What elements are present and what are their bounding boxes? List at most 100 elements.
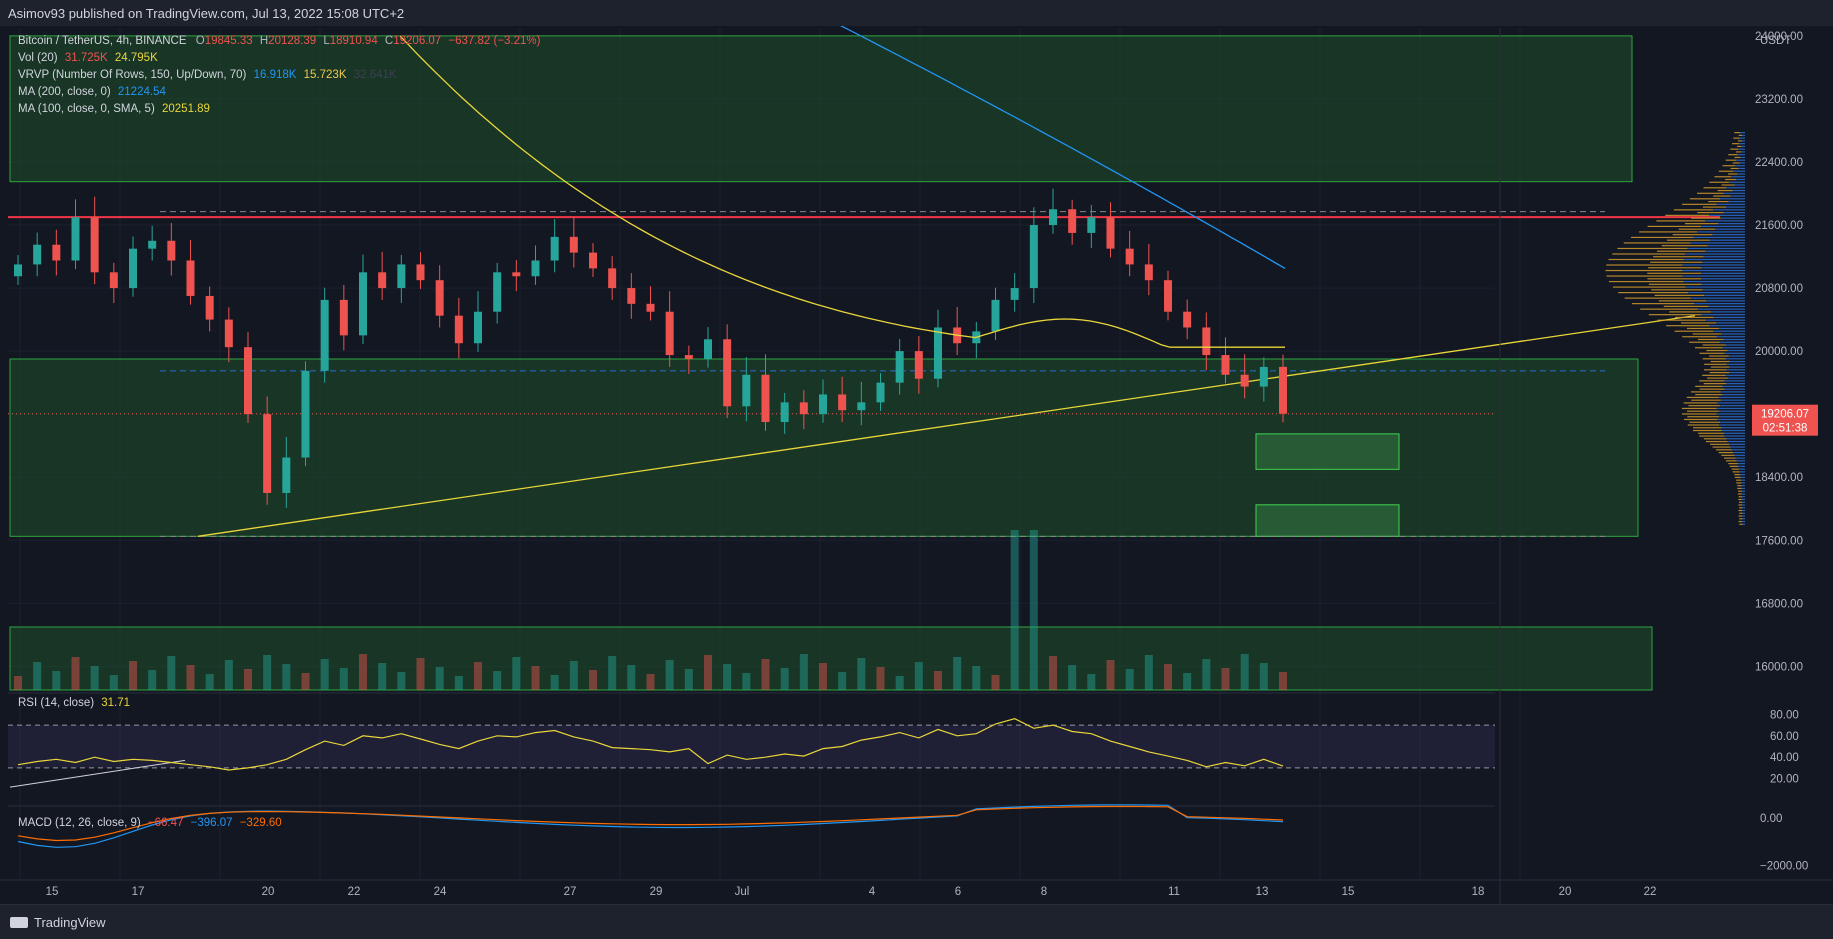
vp-up-bar [1734, 165, 1745, 167]
vp-up-bar [1731, 176, 1745, 178]
macd-label: MACD (12, 26, close, 9) [18, 817, 141, 829]
vp-up-bar [1720, 198, 1745, 200]
volume-bar [454, 676, 463, 690]
vp-down-bar [1734, 476, 1741, 479]
vrvp-down-value: 15.723K [303, 69, 347, 81]
vp-up-bar [1716, 407, 1745, 410]
volume-bar [435, 667, 444, 690]
candle-body [1202, 327, 1211, 356]
volume-bars [14, 530, 1287, 690]
ma200-legend[interactable]: MA (200, close, 0) 21224.54 [18, 86, 166, 98]
candle-body [167, 240, 176, 261]
vp-up-bar [1727, 349, 1745, 352]
vp-down-bar [1703, 438, 1727, 440]
volume-bar [224, 660, 233, 690]
vrvp-total-value: 32.641K [353, 69, 397, 81]
vp-down-bar [1686, 396, 1719, 399]
target-box-1 [1255, 433, 1400, 470]
candle-body [723, 339, 732, 407]
vp-up-bar [1735, 457, 1745, 459]
vp-up-bar [1683, 280, 1745, 283]
vp-up-bar [1706, 300, 1745, 302]
vp-up-bar [1739, 162, 1745, 164]
candle-body [742, 374, 751, 407]
price-tick-label: 16800.00 [1755, 598, 1803, 610]
candle-body [205, 295, 214, 320]
vp-up-bar [1717, 402, 1745, 404]
vp-up-bar [1693, 236, 1745, 239]
vp-down-bar [1709, 355, 1729, 357]
vp-up-bar [1702, 261, 1745, 263]
candle-body [895, 351, 904, 383]
volume-bar [244, 669, 252, 690]
vp-down-bar [1608, 258, 1684, 261]
vp-up-bar [1741, 482, 1745, 484]
macd-legend[interactable]: MACD (12, 26, close, 9) −66.47 −396.07 −… [18, 817, 282, 829]
volume-bar [1240, 654, 1249, 690]
candle-body [761, 374, 770, 423]
vp-down-bar [1647, 225, 1702, 227]
vp-up-bar [1705, 250, 1745, 252]
vrvp-legend[interactable]: VRVP (Number Of Rows, 150, Up/Down, 70) … [18, 69, 397, 81]
vp-up-bar [1741, 493, 1745, 495]
vp-up-bar [1733, 451, 1745, 454]
vp-up-bar [1726, 369, 1745, 371]
vp-up-bar [1739, 471, 1745, 473]
candle-body [1259, 366, 1268, 387]
support-zone [9, 358, 1639, 537]
tradingview-logo[interactable]: TradingView [10, 915, 106, 930]
vp-down-bar [1682, 203, 1717, 205]
vp-down-bar [1709, 371, 1730, 374]
vp-down-bar [1706, 349, 1728, 352]
price-tick-label: 18400.00 [1755, 472, 1803, 484]
volume-bar [934, 671, 942, 690]
candle-body [608, 268, 617, 289]
vp-up-bar [1731, 449, 1745, 451]
vp-up-bar [1742, 515, 1745, 517]
macd-tick-label: 0.00 [1760, 813, 1782, 825]
volume-bar [569, 661, 578, 690]
vp-down-bar [1681, 322, 1717, 324]
candle-body [684, 355, 693, 359]
candles [14, 188, 1287, 508]
volume-bar [627, 665, 636, 690]
vp-up-bar [1682, 264, 1745, 266]
vp-down-bar [1612, 253, 1686, 255]
candle-body [512, 272, 521, 277]
volume-bar [876, 667, 885, 690]
candle-body [474, 311, 482, 344]
vp-down-bar [1715, 449, 1732, 451]
ma100-legend[interactable]: MA (100, close, 0, SMA, 5) 20251.89 [18, 103, 210, 115]
vp-down-bar [1702, 374, 1726, 376]
candle-body [991, 299, 1000, 332]
vp-up-bar [1741, 145, 1745, 148]
candle-body [244, 347, 252, 415]
volume-bar [33, 662, 42, 690]
vp-up-bar [1732, 189, 1745, 192]
vp-down-bar [1650, 261, 1703, 263]
vp-up-bar [1742, 518, 1745, 520]
vp-down-bar [1708, 200, 1729, 203]
vp-up-bar [1687, 292, 1745, 294]
rsi-legend[interactable]: RSI (14, close) 31.71 [18, 697, 130, 709]
volume-bar [531, 666, 540, 690]
vp-up-bar [1716, 413, 1745, 415]
vp-down-bar [1687, 416, 1720, 418]
volume-bar [109, 675, 118, 690]
ma100-line [399, 35, 1285, 348]
vp-up-bar [1685, 253, 1745, 255]
candle-body [90, 217, 99, 273]
candle-body [589, 252, 597, 269]
vp-down-bar [1702, 358, 1726, 360]
vp-up-bar [1721, 429, 1745, 432]
vp-down-bar [1699, 380, 1725, 382]
vp-down-bar [1739, 512, 1743, 514]
vp-up-bar [1719, 341, 1745, 343]
vp-down-bar [1687, 424, 1720, 426]
vp-down-bar [1728, 173, 1738, 175]
publish-header: Asimov93 published on TradingView.com, J… [0, 0, 1833, 26]
vp-down-bar [1699, 388, 1725, 390]
vol-legend[interactable]: Vol (20) 31.725K 24.795K [18, 52, 158, 64]
close-value: 19206.07 [393, 35, 442, 47]
